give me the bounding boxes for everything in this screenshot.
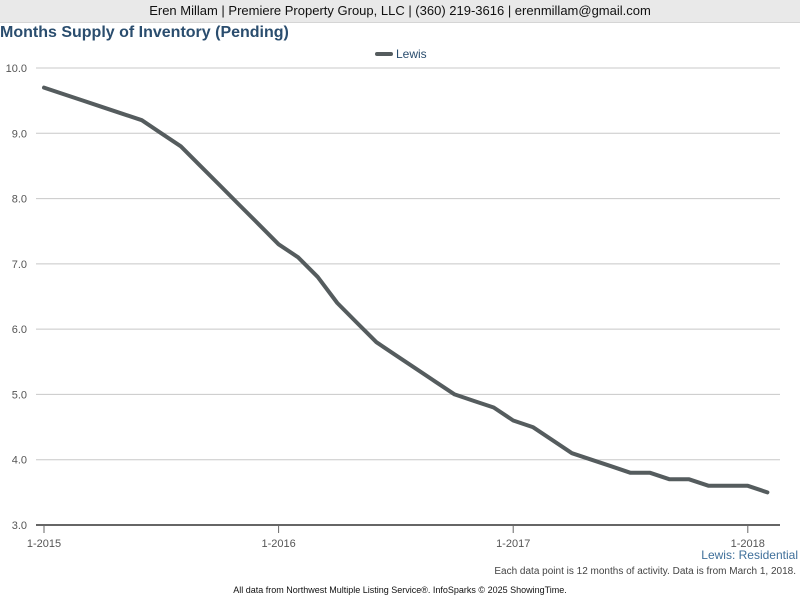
y-tick-label: 5.0 xyxy=(12,389,27,401)
y-tick-label: 9.0 xyxy=(12,128,27,140)
agent-contact-header: Eren Millam | Premiere Property Group, L… xyxy=(0,0,800,23)
y-tick-label: 4.0 xyxy=(12,455,27,467)
data-note: Each data point is 12 months of activity… xyxy=(494,566,796,577)
x-tick-label: 1-2016 xyxy=(261,538,295,550)
series-line-lewis xyxy=(42,85,770,495)
y-tick-label: 3.0 xyxy=(12,520,27,532)
x-tick-label: 1-2018 xyxy=(731,538,765,550)
chart-title: Months Supply of Inventory (Pending) xyxy=(0,24,289,41)
agent-contact-text: Eren Millam | Premiere Property Group, L… xyxy=(149,3,651,18)
y-tick-label: 7.0 xyxy=(12,259,27,271)
gridlines xyxy=(36,67,780,461)
axes: 3.0 4.0 5.0 6.0 7.0 8.0 9.0 10.0 1-2015 1-2016 1-2… xyxy=(6,63,780,550)
legend: Lewis xyxy=(375,47,427,61)
data-source: All data from Northwest Multiple Listing… xyxy=(233,585,567,595)
series-lines xyxy=(42,85,770,495)
region-label: Lewis: Residential xyxy=(701,548,798,562)
y-tick-label: 6.0 xyxy=(12,324,27,336)
x-tick-label: 1-2015 xyxy=(27,538,61,550)
y-tick-label: 8.0 xyxy=(12,194,27,206)
y-tick-label: 10.0 xyxy=(6,63,27,75)
x-tick-label: 1-2017 xyxy=(496,538,530,550)
legend-label: Lewis xyxy=(396,47,427,61)
